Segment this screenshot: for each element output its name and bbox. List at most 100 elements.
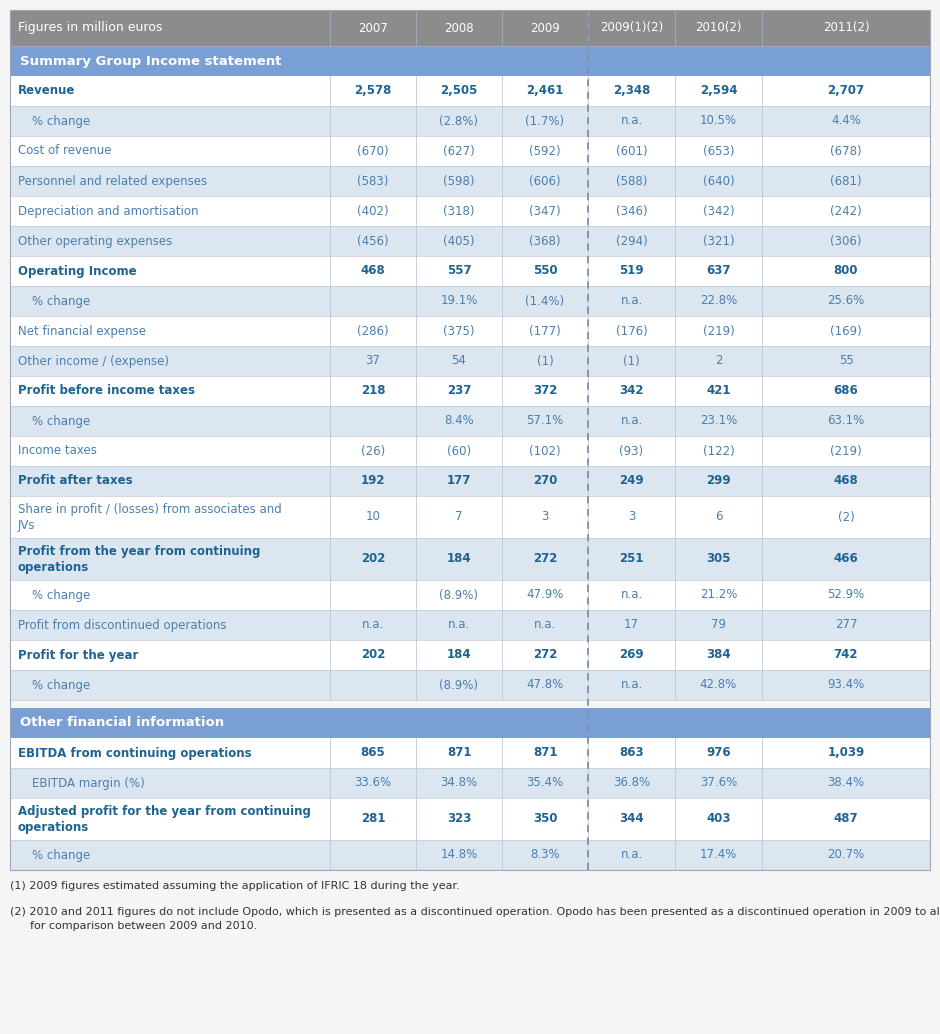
Text: Profit after taxes: Profit after taxes	[18, 475, 133, 487]
Text: (60): (60)	[446, 445, 471, 457]
Text: (627): (627)	[443, 145, 475, 157]
Text: (286): (286)	[357, 325, 389, 337]
Text: 251: 251	[619, 552, 644, 566]
Bar	[10, 45, 930, 77]
Text: 3: 3	[541, 511, 549, 523]
Text: 2011(2): 2011(2)	[822, 22, 870, 34]
Text: (681): (681)	[830, 175, 862, 187]
Text: Other financial information: Other financial information	[20, 717, 224, 730]
Text: 52.9%: 52.9%	[827, 588, 865, 602]
Text: Net financial expense: Net financial expense	[18, 325, 146, 337]
Text: 6: 6	[714, 511, 722, 523]
Text: (670): (670)	[357, 145, 389, 157]
Text: (1.7%): (1.7%)	[525, 115, 565, 127]
Text: 350: 350	[533, 813, 557, 825]
Text: (347): (347)	[529, 205, 561, 217]
Text: 342: 342	[619, 385, 644, 397]
Bar	[10, 376, 930, 406]
Text: % change: % change	[32, 115, 90, 127]
Text: 742: 742	[834, 648, 858, 662]
Text: 184: 184	[446, 648, 471, 662]
Text: 7: 7	[455, 511, 462, 523]
Text: (456): (456)	[357, 235, 389, 247]
Bar	[10, 700, 930, 708]
Text: 403: 403	[706, 813, 730, 825]
Bar	[10, 256, 930, 286]
Text: 184: 184	[446, 552, 471, 566]
Text: (598): (598)	[444, 175, 475, 187]
Text: n.a.: n.a.	[620, 678, 643, 692]
Text: Cost of revenue: Cost of revenue	[18, 145, 112, 157]
Text: 8.4%: 8.4%	[444, 415, 474, 427]
Text: 2,707: 2,707	[827, 85, 865, 97]
Text: n.a.: n.a.	[447, 618, 470, 632]
Text: (176): (176)	[616, 325, 648, 337]
Text: 17.4%: 17.4%	[699, 849, 737, 861]
Text: % change: % change	[32, 849, 90, 861]
Bar	[10, 466, 930, 496]
Text: operations: operations	[18, 821, 89, 833]
Text: (102): (102)	[529, 445, 561, 457]
Bar	[10, 768, 930, 798]
Text: (1.4%): (1.4%)	[525, 295, 565, 307]
Bar	[10, 610, 930, 640]
Text: 47.8%: 47.8%	[526, 678, 564, 692]
Text: 177: 177	[446, 475, 471, 487]
Text: n.a.: n.a.	[534, 618, 556, 632]
Text: Profit from discontinued operations: Profit from discontinued operations	[18, 618, 227, 632]
Text: 14.8%: 14.8%	[440, 849, 478, 861]
Bar	[10, 840, 930, 870]
Text: 871: 871	[533, 747, 557, 760]
Text: 384: 384	[706, 648, 730, 662]
Text: 281: 281	[361, 813, 385, 825]
Text: (8.9%): (8.9%)	[440, 678, 478, 692]
Text: 1,039: 1,039	[827, 747, 865, 760]
Text: Operating Income: Operating Income	[18, 265, 136, 277]
Text: 35.4%: 35.4%	[526, 777, 564, 790]
Text: 277: 277	[835, 618, 857, 632]
Text: 22.8%: 22.8%	[700, 295, 737, 307]
Text: 976: 976	[706, 747, 730, 760]
Text: 4.4%: 4.4%	[831, 115, 861, 127]
Bar	[10, 496, 930, 538]
Text: (583): (583)	[357, 175, 388, 187]
Text: (1) 2009 figures estimated assuming the application of IFRIC 18 during the year.: (1) 2009 figures estimated assuming the …	[10, 881, 460, 891]
Text: 2,348: 2,348	[613, 85, 650, 97]
Text: (1): (1)	[537, 355, 554, 367]
Text: % change: % change	[32, 588, 90, 602]
Text: (368): (368)	[529, 235, 561, 247]
Text: 2: 2	[714, 355, 722, 367]
Text: (294): (294)	[616, 235, 648, 247]
Text: (177): (177)	[529, 325, 561, 337]
Text: (8.9%): (8.9%)	[440, 588, 478, 602]
Text: n.a.: n.a.	[620, 115, 643, 127]
Text: 8.3%: 8.3%	[530, 849, 560, 861]
Text: Personnel and related expenses: Personnel and related expenses	[18, 175, 207, 187]
Text: 21.2%: 21.2%	[699, 588, 737, 602]
Text: 468: 468	[361, 265, 385, 277]
Text: 249: 249	[619, 475, 644, 487]
Text: 686: 686	[834, 385, 858, 397]
Text: 55: 55	[838, 355, 854, 367]
Text: Other income / (expense): Other income / (expense)	[18, 355, 169, 367]
Text: 2,594: 2,594	[699, 85, 737, 97]
Text: Share in profit / (losses) from associates and: Share in profit / (losses) from associat…	[18, 504, 282, 516]
Text: 10: 10	[366, 511, 381, 523]
Text: Depreciation and amortisation: Depreciation and amortisation	[18, 205, 198, 217]
Text: (122): (122)	[702, 445, 734, 457]
Text: 466: 466	[834, 552, 858, 566]
Bar	[10, 738, 930, 768]
Bar	[10, 436, 930, 466]
Text: n.a.: n.a.	[620, 295, 643, 307]
Text: (342): (342)	[703, 205, 734, 217]
Text: 487: 487	[834, 813, 858, 825]
Text: (375): (375)	[444, 325, 475, 337]
Text: 37.6%: 37.6%	[700, 777, 737, 790]
Text: 23.1%: 23.1%	[700, 415, 737, 427]
Text: (169): (169)	[830, 325, 862, 337]
Bar	[10, 136, 930, 166]
Text: 2009: 2009	[530, 22, 560, 34]
Text: (242): (242)	[830, 205, 862, 217]
Text: 36.8%: 36.8%	[613, 777, 650, 790]
Text: 42.8%: 42.8%	[700, 678, 737, 692]
